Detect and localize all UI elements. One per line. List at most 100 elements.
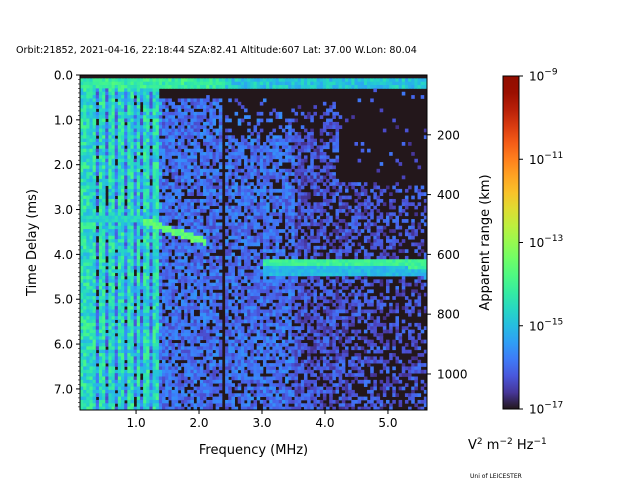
heatmap-cell [297, 219, 302, 223]
heatmap-cell [133, 162, 138, 166]
heatmap-cell [196, 188, 201, 193]
heatmap-cell [344, 296, 349, 300]
heatmap-cell [177, 105, 182, 109]
heatmap-cell [269, 286, 273, 290]
heatmap-cell [98, 222, 103, 227]
heatmap-cell [225, 165, 229, 170]
heatmap-cell [256, 168, 261, 173]
heatmap-cell [285, 219, 289, 223]
heatmap-cell [234, 242, 239, 247]
heatmap-cell [401, 85, 406, 89]
heatmap-cell [357, 78, 362, 83]
heatmap-cell [329, 242, 333, 247]
heatmap-cell [180, 219, 185, 223]
heatmap-cell [143, 272, 147, 277]
heatmap-cell [158, 85, 163, 89]
heatmap-cell [149, 252, 153, 257]
heatmap-cell [143, 279, 147, 284]
heatmap-cell [253, 235, 258, 240]
heatmap-cell [155, 259, 160, 263]
heatmap-cell [326, 282, 330, 287]
heatmap-cell [322, 168, 327, 173]
heatmap-cell [322, 232, 327, 237]
heatmap-cell [297, 138, 302, 143]
heatmap-cell [269, 81, 273, 86]
heatmap-cell [117, 262, 122, 267]
heatmap-cell [158, 145, 163, 150]
heatmap-cell [367, 78, 371, 83]
heatmap-cell [244, 279, 248, 284]
heatmap-cell [209, 269, 213, 274]
heatmap-cell [385, 272, 390, 277]
heatmap-cell [253, 252, 258, 257]
heatmap-cell [326, 198, 330, 203]
heatmap-cell [395, 265, 399, 270]
heatmap-cell [253, 269, 258, 274]
heatmap-cell [165, 306, 169, 310]
heatmap-cell [300, 292, 305, 297]
heatmap-cell [152, 215, 157, 220]
heatmap-cell [234, 138, 239, 143]
heatmap-cell [212, 229, 217, 233]
heatmap-cell [303, 252, 308, 257]
heatmap-cell [351, 222, 355, 227]
heatmap-cell [212, 81, 217, 86]
heatmap-cell [102, 205, 106, 210]
heatmap-cell [102, 138, 106, 143]
heatmap-cell [398, 205, 403, 210]
heatmap-cell [382, 269, 387, 274]
heatmap-cell [114, 229, 119, 233]
heatmap-cell [240, 202, 245, 207]
heatmap-cell [262, 155, 267, 160]
heatmap-cell [300, 235, 305, 240]
heatmap-cell [149, 172, 153, 176]
heatmap-cell [133, 232, 138, 237]
heatmap-cell [335, 289, 340, 294]
heatmap-cell [174, 239, 179, 243]
heatmap-cell [423, 209, 428, 213]
heatmap-cell [218, 78, 223, 83]
heatmap-cell [86, 276, 90, 280]
heatmap-cell [105, 165, 109, 170]
heatmap-cell [237, 202, 242, 207]
heatmap-cell [240, 78, 245, 83]
heatmap-cell [288, 78, 292, 83]
heatmap-cell [250, 182, 254, 186]
heatmap-cell [80, 245, 84, 250]
heatmap-cell [307, 115, 311, 119]
heatmap-cell [203, 269, 207, 274]
heatmap-cell [376, 242, 381, 247]
heatmap-cell [316, 152, 321, 156]
heatmap-cell [272, 145, 276, 150]
heatmap-cell [338, 182, 343, 186]
heatmap-cell [180, 111, 185, 116]
heatmap-cell [297, 296, 302, 300]
heatmap-cell [332, 195, 336, 200]
heatmap-cell [240, 225, 245, 230]
heatmap-cell [370, 85, 374, 89]
heatmap-cell [105, 121, 109, 126]
heatmap-cell [247, 175, 251, 180]
heatmap-cell [124, 289, 128, 294]
heatmap-cell [108, 198, 112, 203]
heatmap-cell [143, 205, 147, 210]
heatmap-cell [262, 289, 267, 294]
heatmap-cell [177, 155, 182, 160]
heatmap-cell [105, 125, 109, 129]
heatmap-cell [149, 121, 153, 126]
heatmap-cell [209, 182, 213, 186]
heatmap-cell [133, 78, 138, 83]
heatmap-cell [404, 265, 409, 270]
heatmap-cell [401, 175, 406, 180]
heatmap-cell [316, 259, 321, 263]
heatmap-cell [187, 282, 191, 287]
heatmap-cell [370, 269, 374, 274]
heatmap-cell [253, 265, 258, 270]
heatmap-cell [111, 78, 116, 83]
heatmap-cell [199, 259, 204, 263]
heatmap-cell [363, 292, 368, 297]
heatmap-cell [108, 175, 112, 180]
heatmap-cell [401, 91, 406, 96]
heatmap-cell [139, 131, 144, 136]
heatmap-cell [171, 276, 176, 280]
